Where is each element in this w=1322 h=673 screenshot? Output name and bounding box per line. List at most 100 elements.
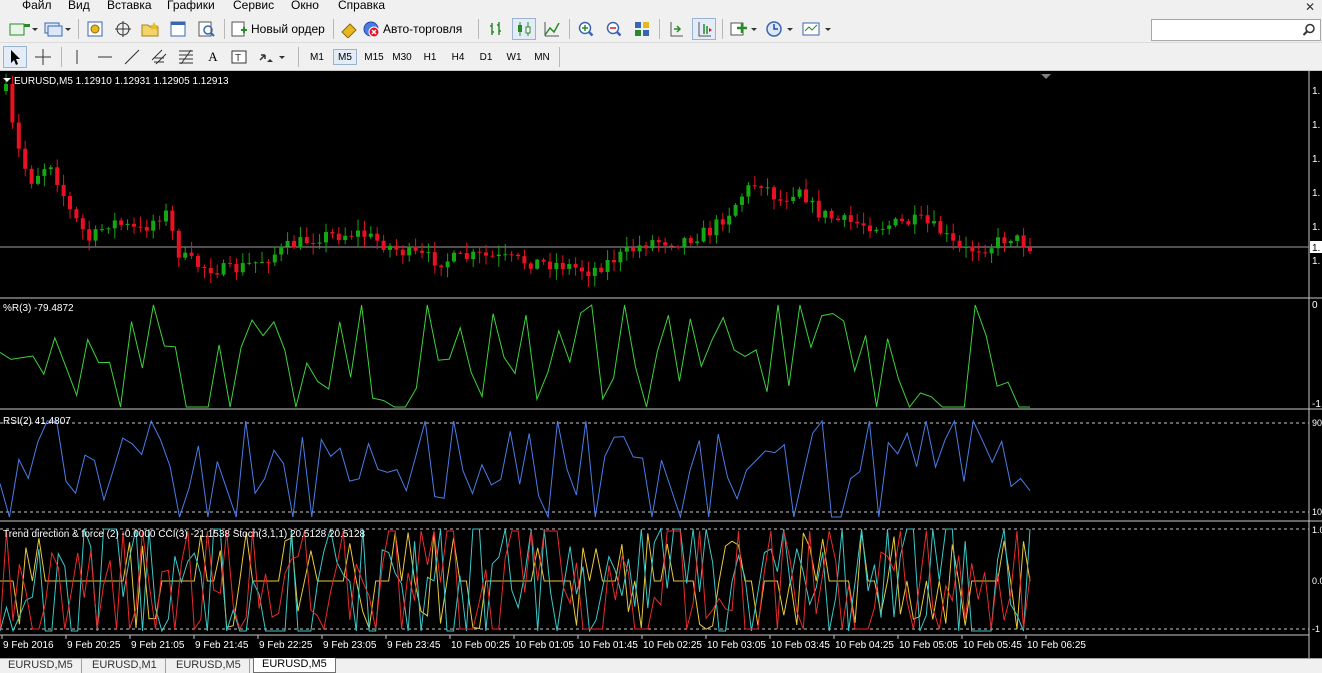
equidistant-channel-button[interactable] [148, 46, 170, 68]
fibonacci-button[interactable] [175, 46, 197, 68]
navigator-button[interactable] [139, 18, 161, 40]
candle-body [375, 233, 380, 241]
search-input[interactable] [1155, 21, 1295, 39]
time-label: 9 Feb 23:45 [387, 640, 441, 651]
arrows-button[interactable] [256, 46, 290, 68]
candle-body [16, 122, 21, 149]
candle-body [535, 259, 540, 269]
candle-body [1015, 235, 1020, 242]
new-order-button[interactable]: Новый ордер [230, 18, 330, 40]
candle-body [912, 214, 917, 225]
line-chart-button[interactable] [541, 18, 563, 40]
candle-body [464, 252, 469, 260]
candle-body [420, 250, 424, 253]
candle-body [676, 246, 680, 248]
wpr-axis-label: 0 [1312, 300, 1318, 311]
candle-body [1002, 237, 1007, 244]
candle-body [112, 220, 117, 229]
crosshair-target-icon [115, 21, 131, 37]
trendline-button[interactable] [121, 46, 143, 68]
tf-m30[interactable]: M30 [392, 51, 412, 63]
chart-tab[interactable]: EURUSD,M1 [84, 659, 166, 673]
tf-mn[interactable]: MN [534, 51, 550, 63]
time-axis: 9 Feb 2016 9 Feb 20:25 9 Feb 21:05 9 Feb 21… [1, 635, 1086, 651]
chart-window[interactable]: EURUSD,M5 1.12910 1.12931 1.12905 1.1291… [0, 71, 1322, 658]
candle-body [944, 233, 949, 235]
candle-body [215, 273, 220, 275]
tf-m5[interactable]: M5 [333, 49, 357, 65]
zoom-in-icon [578, 21, 594, 37]
zoom-out-button[interactable] [603, 18, 625, 40]
tf-m1[interactable]: M1 [310, 51, 324, 63]
templates-button[interactable] [800, 18, 834, 40]
autotrading-button[interactable]: Авто-торговля [362, 18, 470, 40]
tf-h4[interactable]: H4 [451, 51, 465, 63]
candle-body [317, 242, 322, 244]
menu-file[interactable]: Файл [22, 0, 52, 12]
menu-insert[interactable]: Вставка [107, 0, 152, 12]
candle-body [400, 249, 405, 256]
horizontal-line-button[interactable] [94, 46, 116, 68]
indicators-button[interactable] [728, 18, 760, 40]
candle-body [29, 168, 34, 184]
metaeditor-button[interactable] [338, 18, 360, 40]
candle-body [900, 218, 904, 222]
candle-body [996, 237, 1000, 249]
zoom-in-button[interactable] [575, 18, 597, 40]
vertical-line-button[interactable] [66, 46, 88, 68]
candle-body [682, 238, 687, 247]
candle-body [906, 221, 911, 225]
tf-d1[interactable]: D1 [479, 51, 493, 63]
crosshair-button[interactable] [31, 46, 55, 68]
periods-button[interactable] [764, 18, 796, 40]
candle-body [727, 215, 732, 225]
candle-body [778, 199, 783, 201]
menu-window[interactable]: Окно [291, 0, 319, 12]
text-button[interactable]: A [202, 46, 224, 68]
new-chart-button[interactable] [4, 18, 42, 40]
channel-icon [151, 49, 167, 65]
line-chart-icon [544, 22, 560, 37]
tf-h1[interactable]: H1 [423, 51, 437, 63]
menu-tools[interactable]: Сервис [233, 0, 275, 12]
close-icon[interactable]: ✕ [1304, 0, 1316, 14]
candle-body [970, 246, 975, 252]
time-label: 10 Feb 05:45 [963, 640, 1022, 651]
candle-body [797, 189, 802, 197]
candle-body [228, 263, 232, 265]
bar-chart-button[interactable] [485, 18, 507, 40]
terminal-button[interactable] [167, 18, 189, 40]
chart-menu-triangle-icon[interactable] [3, 78, 11, 82]
chart-tab[interactable]: EURUSD,M5 [168, 659, 250, 673]
candlestick-button[interactable] [512, 18, 536, 40]
market-watch-button[interactable] [84, 18, 106, 40]
strategy-tester-button[interactable] [195, 18, 217, 40]
tf-m15[interactable]: M15 [364, 51, 384, 63]
menu-view[interactable]: Вид [68, 0, 90, 12]
tf-w1[interactable]: W1 [506, 51, 522, 63]
chart-tab-active[interactable]: EURUSD,M5 [253, 658, 336, 673]
profiles-button[interactable] [42, 18, 72, 40]
chart-shift-button[interactable] [692, 18, 716, 40]
candle-body [848, 215, 853, 222]
time-label: 10 Feb 05:05 [899, 640, 958, 651]
candle-body [522, 256, 527, 264]
text-label-button[interactable]: T [228, 46, 250, 68]
auto-scroll-button[interactable] [665, 18, 687, 40]
candle-body [855, 221, 860, 224]
data-window-button[interactable] [112, 18, 134, 40]
chart-canvas[interactable]: EURUSD,M5 1.12910 1.12931 1.12905 1.1291… [0, 71, 1322, 658]
candle-body [650, 240, 655, 249]
crosshair-icon [35, 49, 51, 65]
cursor-button[interactable] [3, 46, 27, 68]
chart-shift-marker[interactable] [1041, 74, 1051, 79]
chart-tab[interactable]: EURUSD,M5 [0, 659, 82, 673]
search-icon[interactable] [1302, 23, 1316, 37]
candle-body [279, 246, 284, 255]
menu-help[interactable]: Справка [338, 0, 386, 12]
search-box[interactable] [1151, 19, 1321, 41]
tile-windows-button[interactable] [631, 18, 653, 40]
candle-body [618, 251, 623, 263]
candle-body [567, 264, 572, 269]
menu-charts[interactable]: Графики [167, 0, 215, 12]
